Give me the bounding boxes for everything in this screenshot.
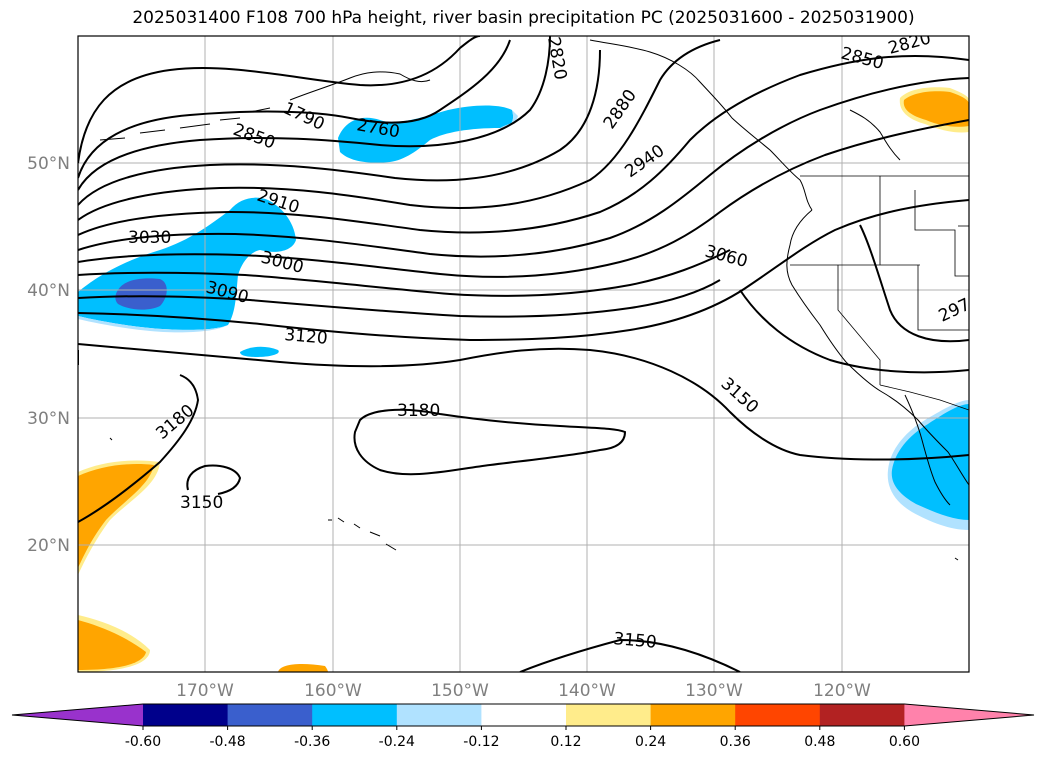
borders bbox=[790, 175, 969, 411]
colorbar-segment bbox=[566, 704, 652, 726]
colorbar-extend-max bbox=[904, 704, 1034, 726]
colorbar-tick-label: 0.24 bbox=[635, 734, 666, 750]
colorbar-tick-label: 0.12 bbox=[550, 734, 581, 750]
map-content: 1790 2760 2820 2820 2850 2850 2880 2910 … bbox=[78, 36, 969, 672]
map-title: 2025031400 F108 700 hPa height, river ba… bbox=[132, 8, 915, 28]
lon-label: 160°W bbox=[304, 681, 362, 701]
colorbar-tick-label: 0.48 bbox=[804, 734, 835, 750]
colorbar-tick-label: -0.48 bbox=[209, 734, 245, 750]
precip-area-north-lightblue bbox=[500, 110, 518, 128]
precip-shading bbox=[78, 87, 969, 672]
precip-area-west-darkblue bbox=[115, 278, 167, 310]
contour-label: 3180 bbox=[397, 401, 440, 421]
precip-area-southwest-orange bbox=[78, 464, 154, 568]
colorbar-segment bbox=[650, 704, 736, 726]
precip-area-north-blue bbox=[338, 105, 514, 163]
graticule bbox=[78, 36, 969, 672]
colorbar-tick-label: 0.36 bbox=[720, 734, 751, 750]
lon-label: 140°W bbox=[558, 681, 616, 701]
colorbar-tick-label: -0.12 bbox=[463, 734, 499, 750]
contour-label: 3030 bbox=[128, 228, 171, 248]
colorbar-segment bbox=[819, 704, 905, 726]
colorbar-segment bbox=[312, 704, 398, 726]
map-background bbox=[78, 36, 969, 672]
lat-label: 20°N bbox=[27, 536, 70, 556]
precip-area-east-blue bbox=[891, 404, 969, 520]
contour-label: 3120 bbox=[284, 325, 329, 349]
colorbar-segment bbox=[227, 704, 313, 726]
lon-label: 130°W bbox=[685, 681, 743, 701]
coastlines bbox=[99, 39, 969, 561]
precip-area-small-blue bbox=[240, 346, 279, 357]
lon-label: 120°W bbox=[813, 681, 871, 701]
height-contours bbox=[78, 36, 969, 672]
colorbar-segment bbox=[396, 704, 482, 726]
colorbar-tick-label: -0.36 bbox=[294, 734, 330, 750]
contour-label: 3150 bbox=[180, 493, 223, 513]
colorbar-extend-min bbox=[12, 704, 143, 726]
lat-label: 50°N bbox=[27, 154, 70, 174]
lat-label: 40°N bbox=[27, 281, 70, 301]
colorbar-tick-label: 0.60 bbox=[889, 734, 920, 750]
precip-area-northeast-orange bbox=[903, 91, 969, 127]
colorbar-segment bbox=[143, 704, 229, 726]
lon-label: 170°W bbox=[176, 681, 234, 701]
precip-area-south-orange bbox=[78, 620, 146, 670]
lat-label: 30°N bbox=[27, 409, 70, 429]
colorbar-segment bbox=[481, 704, 567, 726]
colorbar-tick-label: -0.60 bbox=[125, 734, 161, 750]
map-frame bbox=[77, 35, 970, 673]
contour-label: 3150 bbox=[613, 629, 658, 653]
precip-area-west-lightblue bbox=[78, 316, 228, 333]
latitude-labels: 50°N 40°N 30°N 20°N bbox=[27, 154, 70, 556]
colorbar-tick-label: -0.24 bbox=[379, 734, 415, 750]
colorbar: -0.60 -0.48 -0.36 -0.24 -0.12 0.12 0.24 0.36 0.4… bbox=[11, 703, 1035, 750]
longitude-labels: 170°W 160°W 150°W 140°W 130°W 120°W bbox=[176, 681, 871, 701]
colorbar-segment bbox=[735, 704, 821, 726]
precip-area-bottom-orange bbox=[278, 664, 328, 672]
lon-label: 150°W bbox=[431, 681, 489, 701]
